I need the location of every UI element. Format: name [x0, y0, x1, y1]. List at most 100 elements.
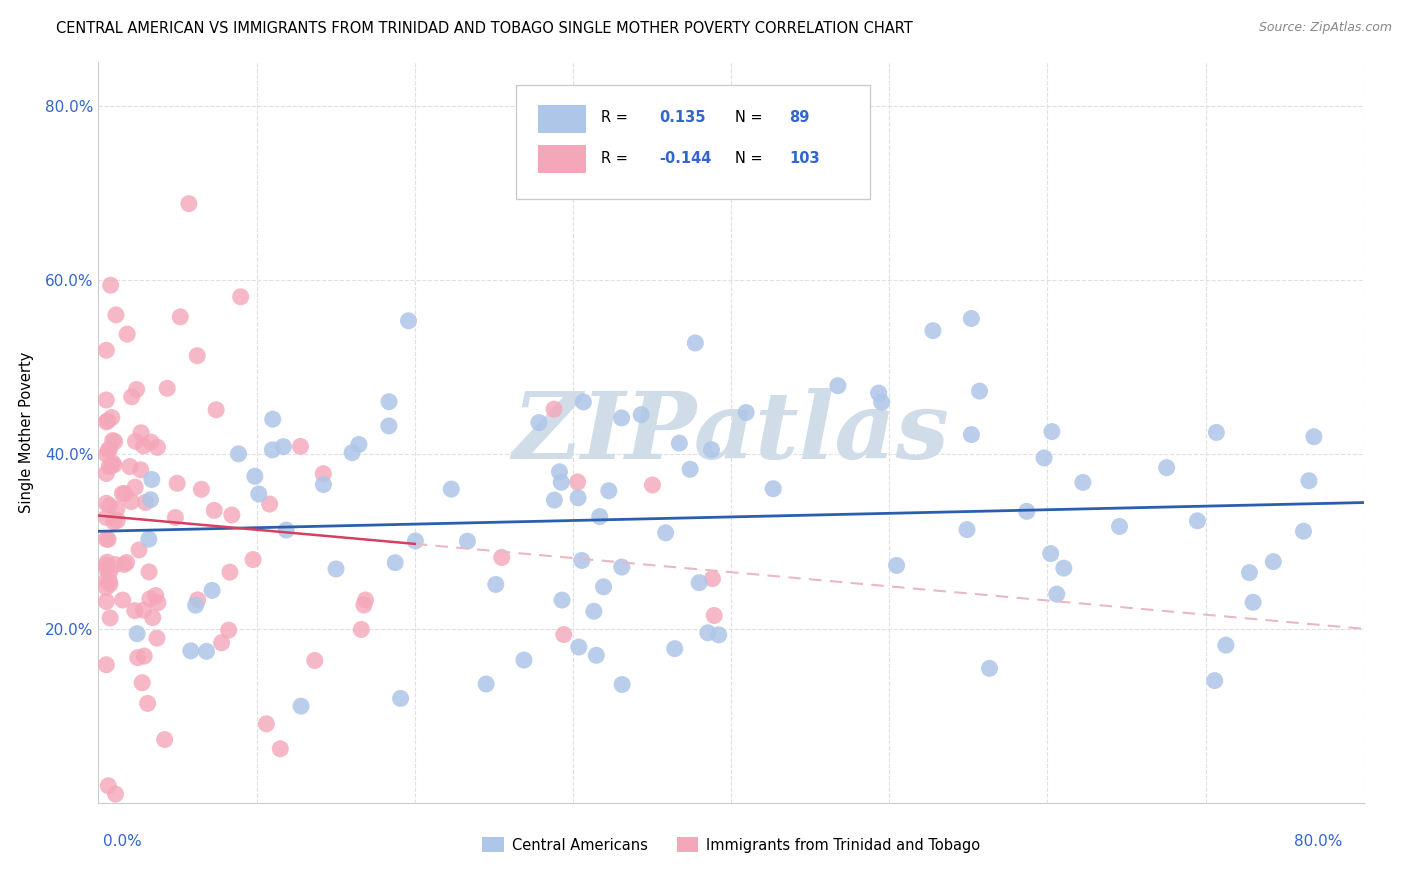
Point	[96, 532, 118, 546]
Point	[1108, 519, 1130, 533]
Point	[702, 572, 724, 586]
Point	[104, 787, 127, 801]
Point	[735, 405, 758, 419]
Point	[654, 525, 676, 540]
Point	[262, 412, 284, 426]
Point	[550, 475, 572, 490]
Point	[115, 327, 138, 342]
Point	[145, 589, 167, 603]
Point	[96, 415, 118, 429]
Point	[96, 467, 118, 481]
Point	[685, 335, 707, 350]
Point	[1071, 475, 1094, 490]
Point	[120, 494, 142, 508]
Point	[132, 439, 155, 453]
Point	[104, 558, 127, 572]
Text: N =: N =	[735, 111, 762, 126]
Point	[641, 478, 664, 492]
Text: -0.144: -0.144	[659, 151, 711, 166]
Point	[870, 395, 893, 409]
Point	[1015, 504, 1038, 518]
Text: R =: R =	[600, 111, 627, 126]
Point	[273, 440, 295, 454]
Point	[456, 534, 478, 549]
Point	[177, 196, 200, 211]
Point	[142, 610, 165, 624]
Point	[97, 779, 120, 793]
Point	[543, 493, 565, 508]
Point	[125, 383, 148, 397]
Point	[630, 408, 652, 422]
Point	[101, 410, 124, 425]
FancyBboxPatch shape	[516, 85, 870, 200]
Point	[1040, 425, 1063, 439]
Point	[221, 508, 243, 522]
Point	[96, 555, 118, 569]
Text: 0.0%: 0.0%	[103, 834, 142, 849]
Point	[664, 641, 686, 656]
Point	[105, 514, 128, 528]
Point	[169, 310, 191, 324]
Point	[98, 566, 121, 580]
Point	[378, 419, 401, 434]
Point	[956, 523, 979, 537]
Point	[259, 497, 281, 511]
Point	[290, 439, 312, 453]
Point	[960, 427, 983, 442]
Point	[668, 436, 690, 450]
Point	[114, 486, 136, 500]
Point	[1156, 460, 1178, 475]
Point	[1039, 547, 1062, 561]
Point	[325, 562, 347, 576]
Point	[548, 465, 571, 479]
Point	[98, 459, 121, 474]
Point	[703, 608, 725, 623]
Point	[610, 677, 633, 691]
Point	[886, 558, 908, 573]
Point	[707, 628, 730, 642]
Point	[98, 499, 121, 513]
Point	[186, 349, 208, 363]
Point	[103, 458, 125, 472]
Point	[96, 496, 118, 510]
Point	[96, 574, 118, 588]
Point	[112, 558, 135, 572]
Point	[1204, 673, 1226, 688]
Point	[129, 463, 152, 477]
Point	[679, 462, 702, 476]
Point	[572, 395, 595, 409]
Text: ZIPatlas: ZIPatlas	[513, 388, 949, 477]
Point	[1298, 474, 1320, 488]
Point	[96, 657, 118, 672]
Point	[312, 477, 335, 491]
Point	[404, 533, 426, 548]
Point	[979, 661, 1001, 675]
Point	[527, 416, 550, 430]
Point	[111, 486, 134, 500]
Point	[96, 558, 118, 572]
Point	[153, 732, 176, 747]
Text: 89: 89	[789, 111, 810, 126]
Point	[571, 553, 593, 567]
Bar	[537, 104, 585, 133]
Point	[96, 510, 118, 524]
Point	[1241, 595, 1264, 609]
Point	[201, 583, 224, 598]
Point	[96, 581, 118, 595]
Point	[868, 386, 890, 401]
Point	[1239, 566, 1261, 580]
Point	[585, 648, 607, 663]
Point	[180, 644, 202, 658]
Point	[100, 278, 122, 293]
Point	[105, 502, 128, 516]
Point	[138, 532, 160, 546]
Point	[440, 482, 463, 496]
Point	[101, 434, 124, 448]
Point	[98, 611, 121, 625]
Point	[111, 593, 134, 607]
Point	[127, 626, 149, 640]
Point	[347, 437, 370, 451]
Point	[242, 552, 264, 566]
Point	[610, 560, 633, 574]
Point	[389, 691, 412, 706]
